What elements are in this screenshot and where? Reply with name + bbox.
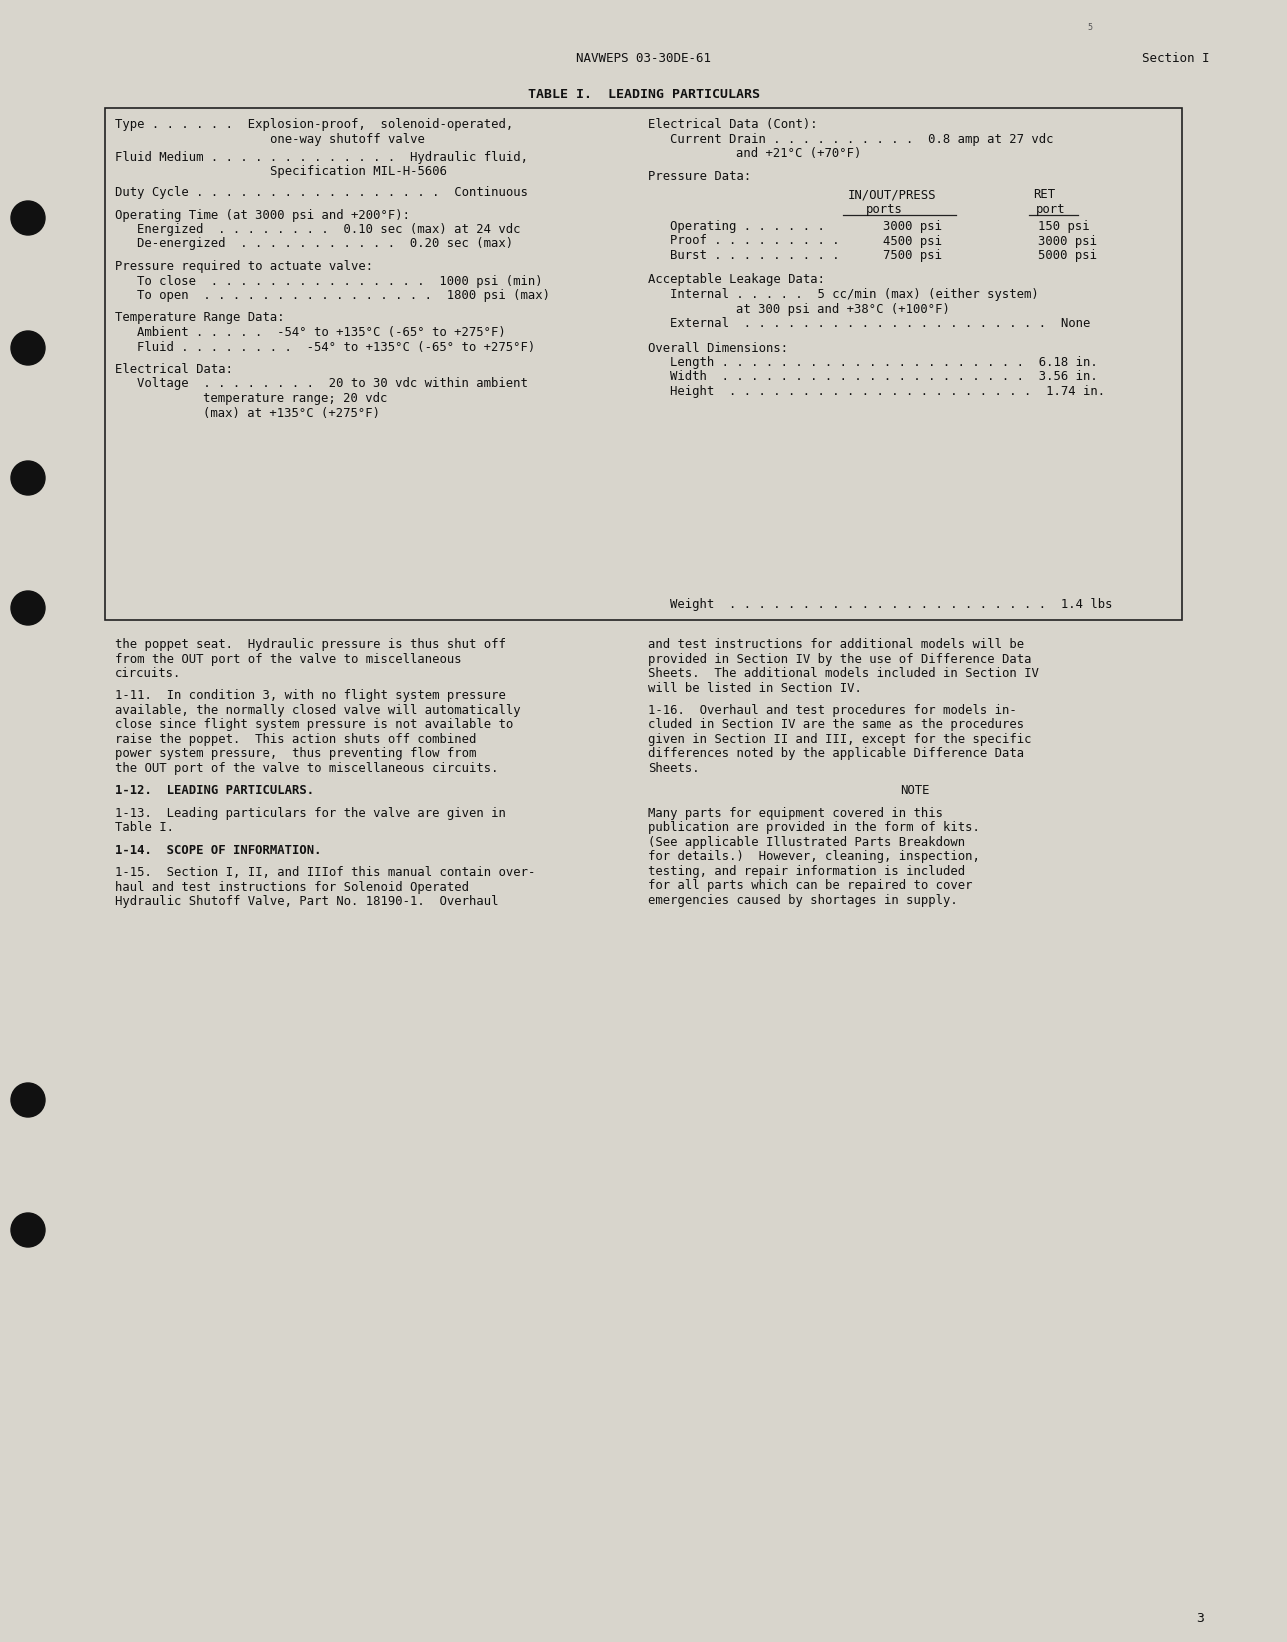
Circle shape [12, 332, 45, 365]
Text: (See applicable Illustrated Parts Breakdown: (See applicable Illustrated Parts Breakd… [647, 836, 965, 849]
Text: provided in Section IV by the use of Difference Data: provided in Section IV by the use of Dif… [647, 652, 1031, 665]
Text: emergencies caused by shortages in supply.: emergencies caused by shortages in suppl… [647, 893, 958, 906]
Text: Sheets.  The additional models included in Section IV: Sheets. The additional models included i… [647, 667, 1039, 680]
Text: Temperature Range Data:: Temperature Range Data: [115, 312, 284, 325]
Text: Hydraulic Shutoff Valve, Part No. 18190-1.  Overhaul: Hydraulic Shutoff Valve, Part No. 18190-… [115, 895, 498, 908]
Text: Sheets.: Sheets. [647, 762, 700, 775]
Text: will be listed in Section IV.: will be listed in Section IV. [647, 681, 862, 695]
Text: power system pressure,  thus preventing flow from: power system pressure, thus preventing f… [115, 747, 476, 760]
Text: 4500 psi: 4500 psi [883, 235, 942, 248]
Text: RET: RET [1033, 187, 1055, 200]
Text: Length . . . . . . . . . . . . . . . . . . . . .  6.18 in.: Length . . . . . . . . . . . . . . . . .… [671, 356, 1098, 369]
Text: 5000 psi: 5000 psi [1039, 250, 1097, 263]
Text: 1-14.  SCOPE OF INFORMATION.: 1-14. SCOPE OF INFORMATION. [115, 844, 322, 857]
Text: Overall Dimensions:: Overall Dimensions: [647, 342, 788, 355]
Text: circuits.: circuits. [115, 667, 181, 680]
Text: Width  . . . . . . . . . . . . . . . . . . . . .  3.56 in.: Width . . . . . . . . . . . . . . . . . … [671, 371, 1098, 384]
Text: Type . . . . . .  Explosion-proof,  solenoid-operated,: Type . . . . . . Explosion-proof, soleno… [115, 118, 514, 131]
Text: Pressure required to actuate valve:: Pressure required to actuate valve: [115, 259, 373, 273]
Text: Proof . . . . . . . . .: Proof . . . . . . . . . [671, 235, 839, 248]
Text: (max) at +135°C (+275°F): (max) at +135°C (+275°F) [203, 407, 380, 419]
Text: Many parts for equipment covered in this: Many parts for equipment covered in this [647, 806, 943, 819]
Text: raise the poppet.  This action shuts off combined: raise the poppet. This action shuts off … [115, 732, 476, 745]
Text: Energized  . . . . . . . .  0.10 sec (max) at 24 vdc: Energized . . . . . . . . 0.10 sec (max)… [136, 223, 520, 236]
Text: port: port [1036, 202, 1066, 215]
Text: ports: ports [866, 202, 903, 215]
Text: External  . . . . . . . . . . . . . . . . . . . . .  None: External . . . . . . . . . . . . . . . .… [671, 317, 1090, 330]
Text: for all parts which can be repaired to cover: for all parts which can be repaired to c… [647, 880, 973, 892]
Text: Operating . . . . . .: Operating . . . . . . [671, 220, 825, 233]
Text: Voltage  . . . . . . . .  20 to 30 vdc within ambient: Voltage . . . . . . . . 20 to 30 vdc wit… [136, 378, 528, 391]
Text: Height  . . . . . . . . . . . . . . . . . . . . .  1.74 in.: Height . . . . . . . . . . . . . . . . .… [671, 384, 1106, 397]
Text: NAVWEPS 03-30DE-61: NAVWEPS 03-30DE-61 [577, 51, 712, 64]
Text: differences noted by the applicable Difference Data: differences noted by the applicable Diff… [647, 747, 1024, 760]
Text: Electrical Data (Cont):: Electrical Data (Cont): [647, 118, 817, 131]
Text: and test instructions for additional models will be: and test instructions for additional mod… [647, 639, 1024, 650]
Text: Burst . . . . . . . . .: Burst . . . . . . . . . [671, 250, 839, 263]
Text: Internal . . . . .  5 cc/min (max) (either system): Internal . . . . . 5 cc/min (max) (eithe… [671, 287, 1039, 300]
Text: Operating Time (at 3000 psi and +200°F):: Operating Time (at 3000 psi and +200°F): [115, 209, 411, 222]
Text: one-way shutoff valve: one-way shutoff valve [270, 133, 425, 146]
Circle shape [12, 591, 45, 626]
Text: To close  . . . . . . . . . . . . . . .  1000 psi (min): To close . . . . . . . . . . . . . . . 1… [136, 274, 543, 287]
Circle shape [12, 1084, 45, 1117]
Text: 1-13.  Leading particulars for the valve are given in: 1-13. Leading particulars for the valve … [115, 806, 506, 819]
Text: at 300 psi and +38°C (+100°F): at 300 psi and +38°C (+100°F) [736, 302, 950, 315]
Text: testing, and repair information is included: testing, and repair information is inclu… [647, 865, 965, 878]
Text: IN/OUT/PRESS: IN/OUT/PRESS [848, 187, 937, 200]
Text: given in Section II and III, except for the specific: given in Section II and III, except for … [647, 732, 1031, 745]
Text: De-energized  . . . . . . . . . . .  0.20 sec (max): De-energized . . . . . . . . . . . 0.20 … [136, 238, 514, 251]
Circle shape [12, 200, 45, 235]
Text: Ambient . . . . .  -54° to +135°C (-65° to +275°F): Ambient . . . . . -54° to +135°C (-65° t… [136, 327, 506, 338]
Text: temperature range; 20 vdc: temperature range; 20 vdc [203, 392, 387, 406]
Text: NOTE: NOTE [900, 785, 929, 798]
Text: 3000 psi: 3000 psi [883, 220, 942, 233]
Text: cluded in Section IV are the same as the procedures: cluded in Section IV are the same as the… [647, 719, 1024, 731]
Text: Table I.: Table I. [115, 821, 174, 834]
Text: Specification MIL-H-5606: Specification MIL-H-5606 [270, 166, 447, 179]
Text: Weight  . . . . . . . . . . . . . . . . . . . . . .  1.4 lbs: Weight . . . . . . . . . . . . . . . . .… [671, 598, 1112, 611]
Text: Fluid . . . . . . . .  -54° to +135°C (-65° to +275°F): Fluid . . . . . . . . -54° to +135°C (-6… [136, 340, 535, 353]
Text: Section I: Section I [1143, 51, 1210, 64]
Text: TABLE I.  LEADING PARTICULARS: TABLE I. LEADING PARTICULARS [528, 89, 761, 102]
Text: 1-12.  LEADING PARTICULARS.: 1-12. LEADING PARTICULARS. [115, 785, 314, 798]
Text: Current Drain . . . . . . . . . .  0.8 amp at 27 vdc: Current Drain . . . . . . . . . . 0.8 am… [671, 133, 1054, 146]
Text: the OUT port of the valve to miscellaneous circuits.: the OUT port of the valve to miscellaneo… [115, 762, 498, 775]
Text: 1-15.  Section I, II, and IIIof this manual contain over-: 1-15. Section I, II, and IIIof this manu… [115, 867, 535, 880]
Text: close since flight system pressure is not available to: close since flight system pressure is no… [115, 719, 514, 731]
Text: from the OUT port of the valve to miscellaneous: from the OUT port of the valve to miscel… [115, 652, 462, 665]
Text: haul and test instructions for Solenoid Operated: haul and test instructions for Solenoid … [115, 880, 468, 893]
Text: for details.)  However, cleaning, inspection,: for details.) However, cleaning, inspect… [647, 851, 979, 864]
Circle shape [12, 1213, 45, 1246]
Circle shape [12, 461, 45, 494]
Text: publication are provided in the form of kits.: publication are provided in the form of … [647, 821, 979, 834]
Text: and +21°C (+70°F): and +21°C (+70°F) [736, 148, 861, 159]
Text: Acceptable Leakage Data:: Acceptable Leakage Data: [647, 274, 825, 286]
Text: 3: 3 [1196, 1611, 1205, 1624]
Text: 150 psi: 150 psi [1039, 220, 1090, 233]
Text: the poppet seat.  Hydraulic pressure is thus shut off: the poppet seat. Hydraulic pressure is t… [115, 639, 506, 650]
Text: 1-11.  In condition 3, with no flight system pressure: 1-11. In condition 3, with no flight sys… [115, 690, 506, 703]
Text: 1-16.  Overhaul and test procedures for models in-: 1-16. Overhaul and test procedures for m… [647, 704, 1017, 718]
Text: 5: 5 [1088, 23, 1093, 33]
Text: Electrical Data:: Electrical Data: [115, 363, 233, 376]
Text: Pressure Data:: Pressure Data: [647, 169, 752, 182]
Text: To open  . . . . . . . . . . . . . . . .  1800 psi (max): To open . . . . . . . . . . . . . . . . … [136, 289, 550, 302]
Text: 7500 psi: 7500 psi [883, 250, 942, 263]
Text: Fluid Medium . . . . . . . . . . . . .  Hydraulic fluid,: Fluid Medium . . . . . . . . . . . . . H… [115, 151, 528, 164]
Text: 3000 psi: 3000 psi [1039, 235, 1097, 248]
Text: Duty Cycle . . . . . . . . . . . . . . . . .  Continuous: Duty Cycle . . . . . . . . . . . . . . .… [115, 186, 528, 199]
Text: available, the normally closed valve will automatically: available, the normally closed valve wil… [115, 704, 521, 718]
Bar [106, 108, 1181, 621]
